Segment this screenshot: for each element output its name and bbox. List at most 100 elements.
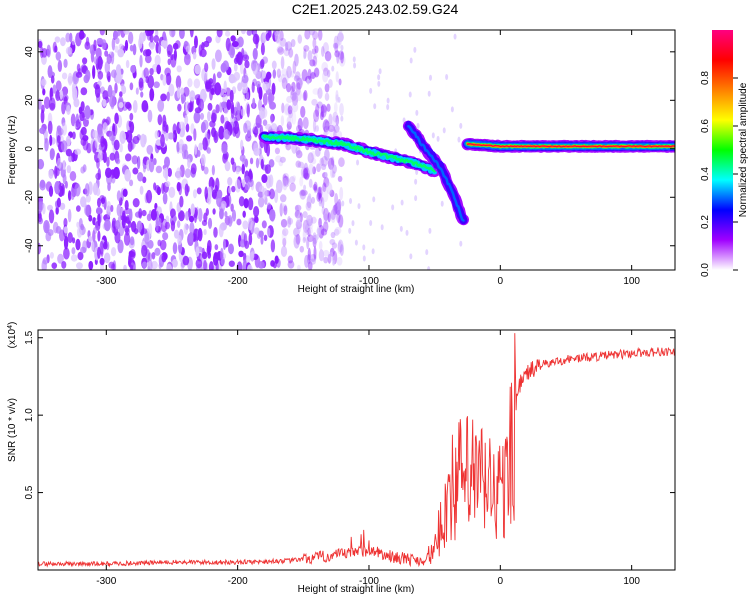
spectrogram-noise-cell — [164, 130, 169, 142]
spectrogram-noise-cell — [99, 30, 105, 36]
spectrogram-noise-cell — [287, 255, 294, 264]
spectrogram-noise-cell — [103, 252, 111, 264]
spectrogram-noise-cell — [323, 221, 329, 233]
spectrogram-noise-cell — [80, 223, 85, 231]
spectrogram-noise-cell — [427, 90, 431, 97]
spectrogram-noise-cell — [337, 198, 342, 212]
snr-x-ticks: -300 -200 -100 0 100 — [96, 330, 640, 587]
spectrogram-noise-cell — [356, 159, 360, 166]
spectrogram-noise-cell — [279, 194, 287, 203]
spectrogram-noise-cell — [116, 203, 122, 217]
spectrogram-noise-cell — [168, 83, 175, 97]
spectrogram-noise-cell — [313, 181, 318, 192]
x-tick-label: -200 — [228, 276, 248, 287]
spectrogram-noise-cell — [274, 147, 281, 155]
spectrogram-noise-cell — [257, 191, 264, 198]
spectrogram-noise-cell — [232, 161, 237, 173]
spectrogram-noise-cell — [146, 144, 154, 155]
spectrogram-noise-cell — [251, 250, 255, 259]
spectrogram-noise-cell — [180, 87, 185, 95]
spectrogram-noise-cell — [234, 179, 241, 193]
spectrogram-noise-cell — [312, 38, 317, 49]
spectrogram-track — [466, 143, 675, 148]
spectrogram-noise-cell — [332, 111, 339, 123]
spectrogram-noise-cell — [271, 82, 276, 95]
spectrogram-noise-cell — [236, 52, 242, 65]
spectrogram-noise-cell — [55, 51, 61, 61]
spectrogram-noise-cell — [257, 196, 265, 208]
spectrogram-noise-cell — [69, 171, 77, 182]
spectrogram-noise-cell — [244, 175, 250, 184]
spectrogram-noise-cell — [285, 83, 292, 93]
spectrogram-noise-cell — [241, 30, 246, 35]
spectrogram-noise-cell — [220, 114, 225, 124]
spectrogram-noise-cell — [42, 88, 46, 96]
spectrogram-noise-cell — [260, 235, 264, 245]
spectrogram-noise-cell — [40, 78, 47, 86]
spectrogram-noise-cell — [185, 45, 191, 53]
spectrogram-noise-cell — [291, 101, 299, 113]
spectrogram-noise-cell — [177, 103, 182, 112]
spectrogram-noise-cell — [336, 49, 340, 64]
spectrogram-noise-cell — [262, 92, 268, 106]
spectrogram-noise-cell — [310, 196, 316, 204]
spectrogram-noise-cell — [39, 46, 44, 59]
spectrogram-noise-cell — [99, 257, 105, 266]
spectrogram-noise-cell — [247, 130, 251, 137]
spectrogram-noise-cell — [105, 167, 112, 179]
spectrogram-noise-cell — [287, 260, 295, 269]
spectrogram-noise-cell — [49, 134, 53, 147]
spectrogram-noise-cell — [333, 102, 338, 113]
spectrogram-noise-cell — [82, 117, 89, 127]
spectrogram-noise-cell — [111, 90, 116, 98]
spectrogram-noise-cell — [114, 112, 119, 125]
spectrogram-noise-cell — [63, 226, 68, 234]
spectrogram-noise-cell — [49, 151, 55, 161]
spectrogram-noise-cell — [427, 266, 431, 270]
spectrogram-noise-cell — [309, 72, 317, 79]
spectrogram-noise-cell — [55, 207, 59, 215]
spectrogram-noise-cell — [214, 49, 222, 63]
spectrogram-noise-cell — [348, 227, 352, 234]
spectrogram-noise-cell — [297, 161, 305, 169]
spectrogram-noise-cell — [38, 98, 42, 110]
spectrogram-noise-cell — [281, 229, 287, 244]
spectrogram-noise-cell — [282, 177, 288, 191]
spectrogram-noise-cell — [88, 235, 93, 243]
spectrogram-noise-cell — [317, 87, 323, 99]
spectrogram-noise-cell — [243, 122, 248, 134]
spectrogram-noise-cell — [274, 30, 280, 42]
snr-y-multiplier: (x104) — [7, 322, 19, 349]
spectrogram-noise-cell — [436, 135, 440, 142]
spectrogram-noise-cell — [84, 183, 90, 197]
spectrogram-noise-cell — [459, 122, 463, 129]
spectrogram-noise-cell — [284, 103, 291, 115]
spectrogram-noise-cell — [303, 184, 307, 191]
spectrogram-noise-cell — [338, 78, 342, 86]
colorbar-tick-label: 0.4 — [700, 167, 711, 181]
spectrogram-noise-cell — [261, 174, 268, 184]
spectrogram-noise-cell — [286, 121, 292, 130]
spectrogram-y-ticks: -40 -20 0 20 40 — [24, 46, 675, 253]
spectrogram-noise-cell — [176, 181, 181, 192]
spectrogram-noise-cell — [300, 166, 308, 179]
spectrogram-noise-cell — [67, 232, 73, 244]
spectrogram-noise-cell — [112, 123, 118, 137]
spectrogram-noise-cell — [276, 68, 282, 78]
spectrogram-frame — [37, 29, 676, 271]
spectrogram-noise-cell — [222, 238, 227, 251]
spectrogram-noise-cell — [213, 226, 218, 238]
spectrogram-noise-cell — [129, 44, 134, 52]
spectrogram-noise-cell — [440, 200, 444, 207]
spectrogram-noise-cell — [323, 176, 330, 188]
spectrogram-noise-cell — [80, 101, 85, 112]
spectrogram-noise-cell — [237, 82, 243, 92]
spectrogram-noise-cell — [203, 229, 207, 236]
spectrogram-noise-cell — [244, 182, 250, 191]
spectrogram-noise-cell — [261, 220, 267, 229]
spectrogram-noise-cell — [222, 93, 228, 103]
spectrogram-noise-cell — [217, 189, 223, 199]
spectrogram-noise-cell — [214, 244, 219, 251]
spectrogram-noise-cell — [275, 179, 283, 194]
